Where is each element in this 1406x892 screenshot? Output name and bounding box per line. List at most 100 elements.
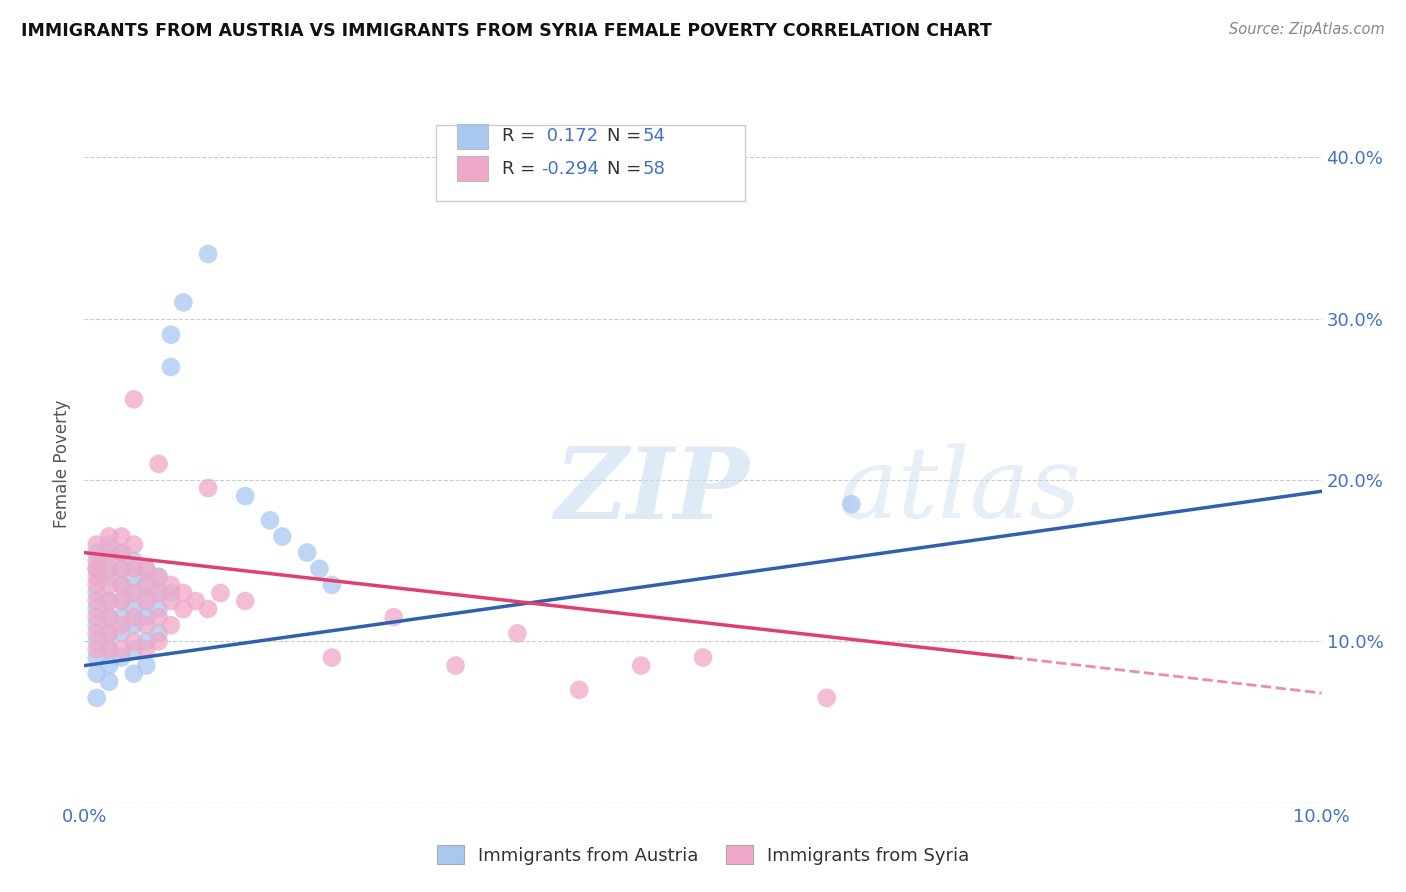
Point <box>110 594 132 608</box>
Point <box>259 513 281 527</box>
Point <box>692 650 714 665</box>
Point <box>98 610 121 624</box>
Point <box>86 578 108 592</box>
Point <box>233 594 256 608</box>
Point <box>135 658 157 673</box>
Point <box>98 610 121 624</box>
Text: 54: 54 <box>643 128 665 145</box>
Point <box>122 618 145 632</box>
Text: IMMIGRANTS FROM AUSTRIA VS IMMIGRANTS FROM SYRIA FEMALE POVERTY CORRELATION CHAR: IMMIGRANTS FROM AUSTRIA VS IMMIGRANTS FR… <box>21 22 991 40</box>
Point <box>233 489 256 503</box>
Point <box>148 570 170 584</box>
Point <box>160 359 183 374</box>
Point <box>110 650 132 665</box>
Point <box>197 247 219 261</box>
Point <box>86 570 108 584</box>
Point <box>630 658 652 673</box>
Point <box>86 602 108 616</box>
Point <box>197 602 219 616</box>
Point <box>86 562 108 576</box>
Point <box>98 642 121 657</box>
Point <box>98 626 121 640</box>
Point <box>98 578 121 592</box>
Point <box>135 578 157 592</box>
Point <box>135 634 157 648</box>
Point <box>321 578 343 592</box>
Point <box>86 562 108 576</box>
Point <box>98 626 121 640</box>
Point <box>122 586 145 600</box>
Point <box>135 594 157 608</box>
Point <box>86 594 108 608</box>
Point <box>135 610 157 624</box>
Point <box>135 578 157 592</box>
Point <box>568 682 591 697</box>
Point <box>86 537 108 551</box>
Point <box>98 546 121 560</box>
Point <box>184 594 207 608</box>
Point <box>98 529 121 543</box>
Point <box>321 650 343 665</box>
Point <box>86 642 108 657</box>
Point <box>148 586 170 600</box>
Point <box>148 634 170 648</box>
Point <box>98 570 121 584</box>
Point <box>110 562 132 576</box>
Point <box>135 642 157 657</box>
Point <box>815 690 838 705</box>
Point <box>172 295 194 310</box>
Text: 58: 58 <box>643 160 665 178</box>
Legend: Immigrants from Austria, Immigrants from Syria: Immigrants from Austria, Immigrants from… <box>429 838 977 871</box>
Point <box>86 546 108 560</box>
Point <box>148 570 170 584</box>
Point <box>506 626 529 640</box>
Point <box>98 562 121 576</box>
Point <box>98 674 121 689</box>
Text: ZIP: ZIP <box>554 442 749 539</box>
Point <box>122 586 145 600</box>
Point <box>160 578 183 592</box>
Point <box>209 586 232 600</box>
Point <box>308 562 330 576</box>
Point <box>86 626 108 640</box>
Point <box>122 570 145 584</box>
Point <box>110 546 132 560</box>
Point <box>86 690 108 705</box>
Point <box>110 642 132 657</box>
Text: N =: N = <box>607 128 647 145</box>
Point <box>172 602 194 616</box>
Point <box>110 626 132 640</box>
Text: 0.172: 0.172 <box>541 128 599 145</box>
Point <box>86 666 108 681</box>
Point <box>110 529 132 543</box>
Point <box>135 562 157 576</box>
Point <box>841 497 863 511</box>
Point <box>110 562 132 576</box>
Point <box>122 554 145 568</box>
Point <box>86 618 108 632</box>
Point <box>148 457 170 471</box>
Point <box>98 554 121 568</box>
Point <box>122 537 145 551</box>
Text: R =: R = <box>502 128 541 145</box>
Point <box>122 642 145 657</box>
Point <box>271 529 294 543</box>
Point <box>98 658 121 673</box>
Point <box>122 666 145 681</box>
Point <box>98 642 121 657</box>
Point <box>148 610 170 624</box>
Point <box>110 610 132 624</box>
Point <box>122 602 145 616</box>
Point <box>148 602 170 616</box>
Text: N =: N = <box>607 160 647 178</box>
Point <box>98 594 121 608</box>
Point <box>135 618 157 632</box>
Point <box>122 392 145 407</box>
Point <box>86 650 108 665</box>
Point <box>135 594 157 608</box>
Point <box>86 610 108 624</box>
Point <box>160 586 183 600</box>
Text: Source: ZipAtlas.com: Source: ZipAtlas.com <box>1229 22 1385 37</box>
Point <box>148 586 170 600</box>
Point <box>110 578 132 592</box>
